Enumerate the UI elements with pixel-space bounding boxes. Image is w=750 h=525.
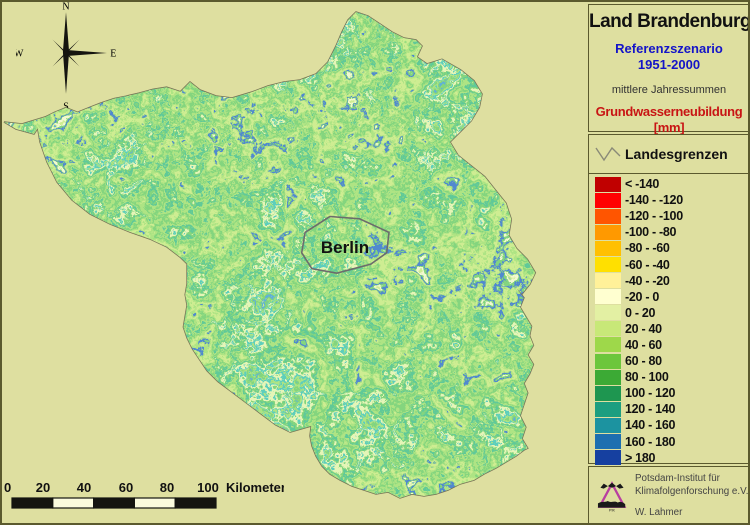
svg-text:100: 100 — [197, 480, 219, 495]
svg-text:80: 80 — [160, 480, 174, 495]
svg-text:E: E — [110, 49, 116, 60]
svg-text:Berlin: Berlin — [321, 238, 369, 257]
svg-text:0: 0 — [4, 480, 11, 495]
svg-text:PIK: PIK — [609, 508, 615, 512]
svg-text:W: W — [16, 49, 24, 60]
svg-text:60: 60 — [119, 480, 133, 495]
svg-text:S: S — [63, 101, 69, 108]
svg-text:40: 40 — [77, 480, 91, 495]
svg-text:N: N — [62, 1, 69, 12]
svg-text:Kilometer: Kilometer — [226, 480, 284, 495]
svg-text:20: 20 — [36, 480, 50, 495]
